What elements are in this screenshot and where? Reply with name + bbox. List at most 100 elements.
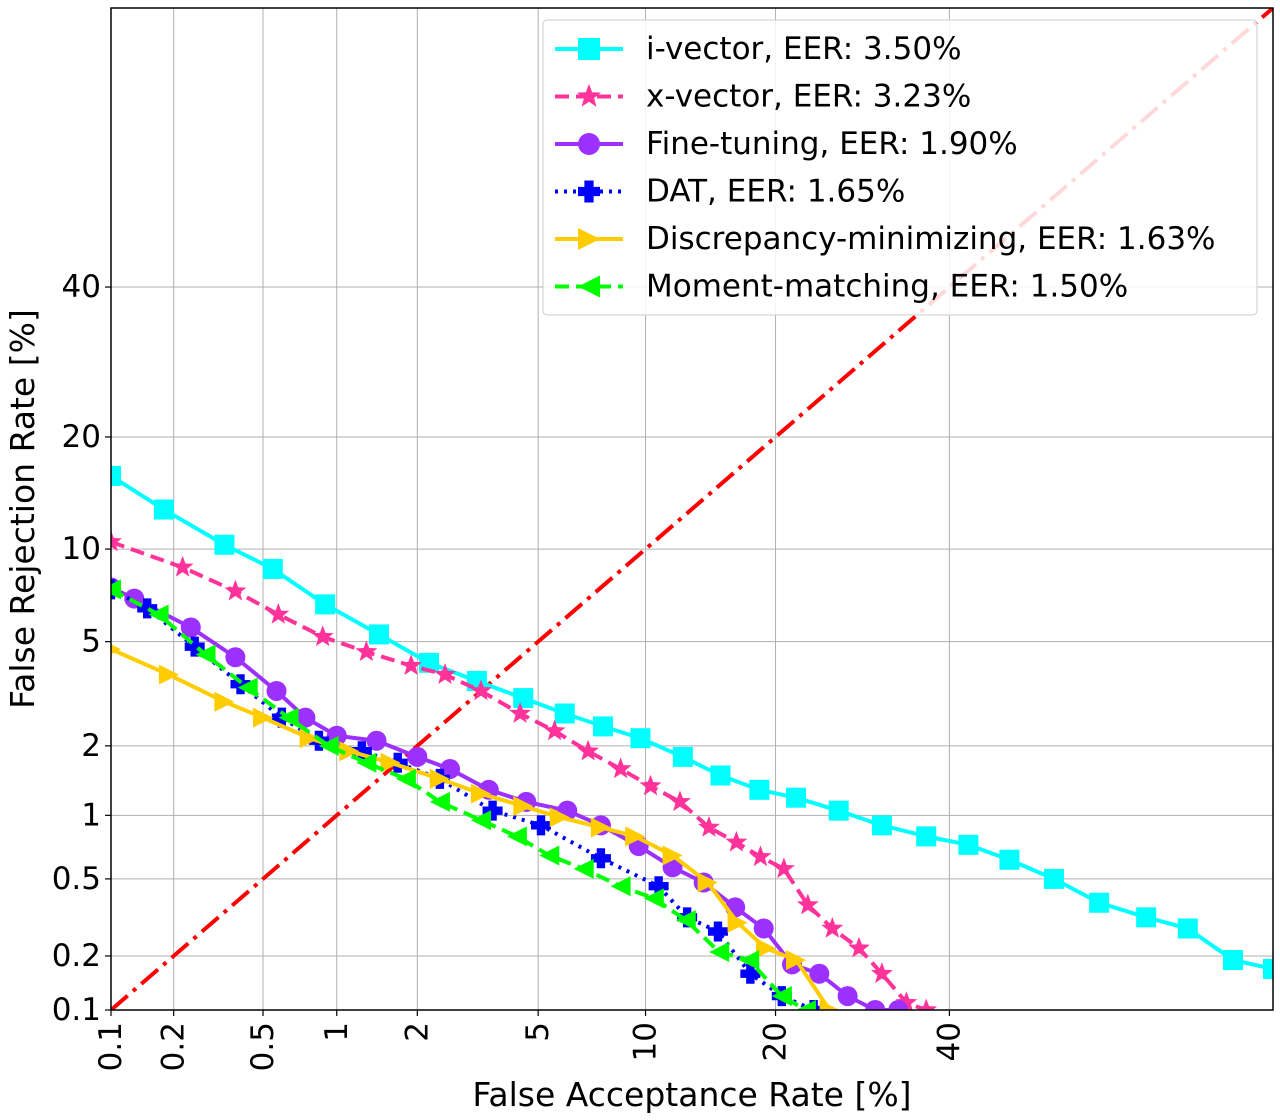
data-point-dat bbox=[137, 598, 158, 619]
data-point-i-vector bbox=[315, 594, 336, 615]
data-point-fine-tuning bbox=[266, 680, 287, 701]
data-point-i-vector bbox=[368, 624, 389, 645]
legend-label-i-vector: i-vector, EER: 3.50% bbox=[646, 31, 962, 67]
data-point-i-vector bbox=[1223, 950, 1244, 971]
data-point-fine-tuning bbox=[837, 986, 858, 1007]
series-i-vector bbox=[111, 465, 1273, 979]
data-point-discrepancy-minimizing bbox=[697, 872, 718, 893]
data-point-x-vector bbox=[543, 719, 566, 741]
legend-marker-x-vector bbox=[576, 83, 602, 107]
data-point-fine-tuning bbox=[407, 746, 428, 767]
data-point-moment-matching bbox=[429, 791, 450, 812]
y-tick-label: 40 bbox=[62, 269, 101, 305]
data-point-i-vector bbox=[958, 834, 979, 855]
data-point-i-vector bbox=[214, 534, 235, 555]
data-point-discrepancy-minimizing bbox=[625, 826, 646, 847]
plot-frame bbox=[110, 7, 1274, 1011]
data-point-i-vector bbox=[710, 765, 731, 786]
data-point-discrepancy-minimizing bbox=[786, 950, 807, 971]
data-point-moment-matching bbox=[573, 858, 594, 879]
data-point-i-vector bbox=[111, 465, 121, 486]
series-layer bbox=[111, 8, 1273, 1010]
data-point-i-vector bbox=[630, 728, 651, 749]
data-point-fine-tuning bbox=[809, 963, 830, 984]
data-point-moment-matching bbox=[148, 604, 169, 625]
y-tick-label: 2 bbox=[81, 728, 101, 764]
data-point-x-vector bbox=[400, 654, 423, 675]
series-line-dat bbox=[111, 587, 815, 1010]
data-point-i-vector bbox=[828, 800, 849, 821]
data-point-fine-tuning bbox=[440, 758, 461, 779]
data-point-discrepancy-minimizing bbox=[513, 796, 534, 817]
data-point-x-vector bbox=[224, 579, 247, 601]
y-tick-label: 5 bbox=[81, 624, 101, 660]
data-point-moment-matching bbox=[318, 735, 339, 756]
data-point-discrepancy-minimizing bbox=[819, 1000, 840, 1010]
data-point-x-vector bbox=[311, 625, 334, 647]
data-point-discrepancy-minimizing bbox=[253, 707, 274, 728]
data-point-fine-tuning bbox=[295, 707, 316, 728]
y-axis-title: False Rejection Rate [%] bbox=[3, 309, 42, 709]
x-tick-label: 2 bbox=[399, 1022, 435, 1042]
data-point-x-vector bbox=[725, 830, 748, 852]
data-point-dat bbox=[740, 963, 761, 984]
data-point-i-vector bbox=[1263, 958, 1273, 979]
data-point-x-vector bbox=[821, 916, 844, 938]
legend-marker-fine-tuning bbox=[578, 133, 600, 155]
x-axis-title: False Acceptance Rate [%] bbox=[472, 1075, 911, 1114]
data-point-x-vector bbox=[171, 555, 194, 577]
data-point-x-vector bbox=[772, 857, 795, 879]
data-point-fine-tuning bbox=[366, 730, 387, 751]
eer-diagonal-line bbox=[111, 8, 1273, 1010]
data-point-fine-tuning bbox=[888, 1000, 909, 1010]
data-point-x-vector bbox=[796, 893, 819, 915]
y-tick-label: 10 bbox=[62, 531, 101, 567]
data-point-x-vector bbox=[434, 663, 456, 684]
x-tick-label: 40 bbox=[931, 1022, 967, 1061]
legend-item-dat: DAT, EER: 1.65% bbox=[555, 174, 905, 210]
legend-marker-dat bbox=[578, 180, 600, 203]
data-point-i-vector bbox=[513, 688, 534, 709]
data-point-dat bbox=[531, 815, 552, 836]
data-point-x-vector bbox=[111, 530, 122, 552]
data-point-x-vector bbox=[669, 790, 691, 812]
axis-ticks: 0.1 0.2 0.5 1 2 5 10 20 40 0.1 0.2 0.5 1 2 5 10 20 40 bbox=[52, 269, 968, 1071]
data-point-moment-matching bbox=[395, 768, 416, 789]
data-point-moment-matching bbox=[195, 644, 216, 665]
data-point-moment-matching bbox=[739, 950, 760, 971]
data-point-i-vector bbox=[1043, 868, 1064, 889]
data-point-x-vector bbox=[870, 962, 893, 984]
y-tick-label: 0.5 bbox=[52, 861, 101, 897]
legend-item-fine-tuning: Fine-tuning, EER: 1.90% bbox=[555, 126, 1018, 162]
data-point-dat bbox=[482, 800, 503, 821]
data-point-x-vector bbox=[470, 679, 492, 701]
legend: i-vector, EER: 3.50% x-vector, EER: 3.23%… bbox=[542, 19, 1258, 316]
data-point-discrepancy-minimizing bbox=[429, 768, 450, 789]
data-point-x-vector bbox=[848, 936, 870, 958]
data-point-discrepancy-minimizing bbox=[339, 741, 360, 762]
legend-marker-i-vector bbox=[578, 38, 600, 60]
data-point-fine-tuning bbox=[865, 1000, 886, 1010]
data-point-x-vector bbox=[509, 702, 532, 723]
data-point-moment-matching bbox=[539, 845, 560, 866]
data-point-moment-matching bbox=[278, 707, 299, 728]
legend-item-moment-matching: Moment-matching, EER: 1.50% bbox=[555, 269, 1128, 305]
y-tick-label: 1 bbox=[81, 797, 101, 833]
data-point-moment-matching bbox=[795, 1000, 816, 1010]
data-point-discrepancy-minimizing bbox=[299, 728, 320, 749]
data-point-x-vector bbox=[267, 602, 290, 624]
y-tick-label: 20 bbox=[62, 419, 101, 455]
data-point-x-vector bbox=[609, 757, 632, 779]
data-point-discrepancy-minimizing bbox=[755, 938, 776, 959]
data-point-i-vector bbox=[153, 499, 174, 520]
data-point-x-vector bbox=[698, 815, 720, 837]
series-x-vector bbox=[111, 530, 938, 1010]
legend-item-x-vector: x-vector, EER: 3.23% bbox=[555, 79, 971, 115]
y-tick-label: 0.1 bbox=[52, 992, 101, 1028]
data-point-dat bbox=[351, 741, 372, 762]
data-point-i-vector bbox=[262, 558, 283, 579]
data-point-i-vector bbox=[1177, 918, 1198, 939]
data-point-fine-tuning bbox=[180, 617, 201, 638]
legend-label-dat: DAT, EER: 1.65% bbox=[646, 174, 905, 210]
data-point-x-vector bbox=[639, 774, 662, 796]
